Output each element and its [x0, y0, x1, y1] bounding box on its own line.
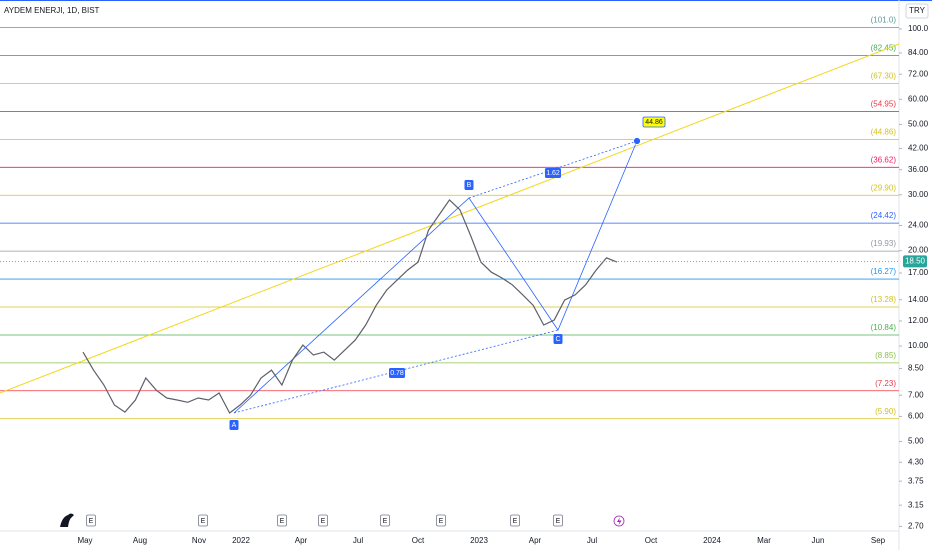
x-tick-label: Oct [412, 536, 425, 545]
event-label[interactable]: E [201, 518, 206, 525]
x-tick-label: Jul [587, 536, 597, 545]
y-tick-label: 3.75 [908, 476, 924, 485]
y-tick-label: 84.00 [908, 48, 929, 57]
event-box[interactable] [510, 514, 520, 527]
x-tick-label: Jun [812, 536, 825, 545]
x-tick-label: Apr [529, 536, 542, 545]
fib-level-label: (10.84) [871, 323, 897, 332]
last-price-box [903, 255, 927, 268]
event-label[interactable]: E [89, 518, 94, 525]
annotation-label[interactable]: 44.86 [645, 119, 663, 126]
annotation-label[interactable]: B [467, 182, 472, 189]
event-box[interactable] [436, 514, 446, 527]
event-box[interactable] [380, 514, 390, 527]
x-tick-label: Aug [133, 536, 147, 545]
trend-line[interactable] [0, 43, 900, 394]
event-box[interactable] [198, 514, 208, 527]
target-point[interactable] [633, 137, 641, 145]
y-tick-label: 4.30 [908, 457, 924, 466]
annotation-box[interactable] [229, 420, 239, 430]
fib-level-label: (36.62) [871, 155, 897, 164]
annotation-box[interactable] [642, 116, 666, 128]
currency-box[interactable] [905, 3, 929, 19]
event-label[interactable]: E [439, 518, 444, 525]
y-tick-label: 72.00 [908, 69, 929, 78]
fib-level-label: (5.90) [875, 407, 896, 416]
event-label[interactable]: E [513, 518, 518, 525]
y-tick-label: 50.00 [908, 120, 929, 129]
y-tick-label: 3.15 [908, 500, 924, 509]
fib-level-label: (24.42) [871, 211, 897, 220]
x-tick-label: Oct [645, 536, 658, 545]
annotation-label[interactable]: 1.62 [546, 170, 560, 177]
annotation-label[interactable]: 0.78 [390, 370, 404, 377]
x-tick-label: Sep [871, 536, 886, 545]
logo[interactable] [60, 513, 74, 528]
x-tick-label: 2023 [470, 536, 488, 545]
event-box[interactable] [86, 514, 96, 527]
fib-level-label: (67.30) [871, 72, 897, 81]
event-box[interactable] [318, 514, 328, 527]
price-line [82, 198, 618, 414]
currency[interactable]: TRY [909, 6, 926, 15]
y-tick-label: 100.0 [908, 24, 929, 33]
y-tick-label: 60.00 [908, 94, 929, 103]
y-tick-label: 42.00 [908, 144, 929, 153]
annotation-box[interactable] [545, 168, 561, 178]
annotation-box[interactable] [464, 180, 474, 190]
y-tick-label: 6.00 [908, 412, 924, 421]
fib-level-label: (19.93) [871, 239, 897, 248]
abc-pattern[interactable] [233, 140, 638, 414]
event-box[interactable] [553, 514, 563, 527]
annotation-label[interactable]: C [555, 336, 560, 343]
y-tick-label: 2.70 [908, 521, 924, 530]
x-tick-label: Apr [295, 536, 308, 545]
fib-level-label: (29.90) [871, 183, 897, 192]
fib-level-label: (16.27) [871, 267, 897, 276]
event-label[interactable]: E [556, 518, 561, 525]
x-tick-label: 2024 [703, 536, 721, 545]
annotation-label[interactable]: A [232, 422, 237, 429]
fib-level-label: (7.23) [875, 379, 896, 388]
event-box[interactable] [277, 514, 287, 527]
annotation-box[interactable] [389, 368, 405, 378]
event-label[interactable]: E [280, 518, 285, 525]
y-tick-label: 24.00 [908, 221, 929, 230]
annotation-box[interactable] [553, 334, 563, 344]
fib-level-label: (54.95) [871, 100, 897, 109]
last-price-label: 18.50 [905, 256, 926, 265]
x-tick-label: Jul [353, 536, 363, 545]
y-tick-label: 20.00 [908, 246, 929, 255]
fib-level-label: (13.28) [871, 295, 897, 304]
fib-level-label: (44.86) [871, 127, 897, 136]
x-tick-label: 2022 [232, 536, 250, 545]
event-label[interactable]: E [383, 518, 388, 525]
y-tick-label: 30.00 [908, 190, 929, 199]
x-tick-label: May [77, 536, 92, 545]
y-tick-label: 17.00 [908, 268, 929, 277]
y-tick-label: 8.50 [908, 364, 924, 373]
x-tick-label: Nov [192, 536, 206, 545]
y-tick-label: 12.00 [908, 316, 929, 325]
chart-title: AYDEM ENERJI, 1D, BIST [4, 6, 100, 15]
flash-icon[interactable] [617, 517, 622, 526]
fib-level-label: (101.0) [871, 16, 897, 25]
y-tick-label: 5.00 [908, 437, 924, 446]
event-label[interactable]: E [321, 518, 326, 525]
y-tick-label: 14.00 [908, 295, 929, 304]
top-border [0, 0, 932, 1]
fib-level-label: (82.45) [871, 44, 897, 53]
x-tick-label: Mar [757, 536, 771, 545]
y-tick-label: 36.00 [908, 165, 929, 174]
fib-level-label: (8.85) [875, 351, 896, 360]
y-tick-label: 10.00 [908, 341, 929, 350]
y-tick-label: 7.00 [908, 390, 924, 399]
